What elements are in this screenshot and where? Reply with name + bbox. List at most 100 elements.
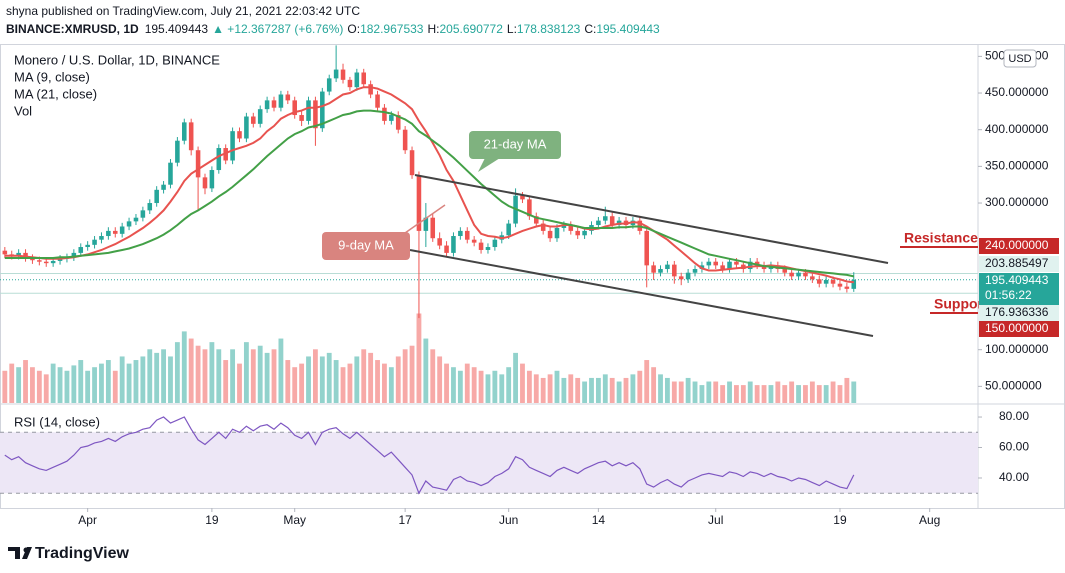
volume-bar — [340, 367, 346, 403]
ohlc-value: 205.690772 — [439, 22, 503, 36]
candle-body — [734, 261, 739, 265]
candle-body — [133, 217, 139, 222]
level-label: Resistance — [904, 230, 978, 246]
volume-bar — [43, 374, 49, 403]
level-label: Support — [934, 296, 988, 312]
countdown: 01:56:22 — [985, 288, 1032, 302]
candle-body — [582, 230, 587, 236]
volume-bar — [388, 367, 394, 403]
candle-body — [540, 223, 546, 231]
candle-body — [782, 269, 788, 273]
candle-body — [810, 276, 815, 280]
candle-body — [823, 280, 829, 284]
ohlc-key: H: — [427, 22, 439, 36]
candle-body — [644, 230, 649, 266]
volume-bar — [50, 363, 56, 403]
candle-body — [430, 217, 436, 239]
candle-body — [161, 184, 166, 190]
candle-body — [609, 216, 615, 226]
candle-body — [2, 250, 8, 255]
volume-bar — [768, 385, 774, 403]
change: ▲ +12.367287 (+6.76%) — [212, 22, 343, 36]
candle-body — [320, 91, 325, 129]
volume-bar — [112, 370, 118, 403]
candle-body — [575, 230, 580, 236]
candle-body — [816, 279, 822, 284]
candle-body — [568, 225, 574, 231]
price-label: 150.000000 — [985, 321, 1049, 335]
candle-body — [92, 239, 97, 245]
volume-bar — [243, 342, 249, 403]
volume-bar — [278, 338, 284, 403]
volume-bar — [589, 377, 594, 403]
candle-body — [692, 269, 698, 273]
volume-bar — [347, 363, 353, 403]
x-tick-label: May — [283, 513, 306, 527]
volume-bar — [644, 360, 650, 403]
candle-body — [471, 239, 477, 243]
volume-bar — [140, 356, 146, 403]
candle-body — [340, 69, 346, 80]
volume-bar — [119, 356, 125, 403]
volume-bar — [444, 363, 449, 403]
x-tick-label: 17 — [398, 513, 412, 527]
candle-body — [195, 150, 201, 178]
volume-bar — [416, 313, 422, 403]
volume-bar — [830, 381, 836, 403]
candle-body — [299, 115, 304, 121]
x-tick-label: Apr — [78, 513, 97, 527]
indicator-label: MA (9, close) — [14, 69, 90, 84]
candle-body — [747, 261, 753, 270]
ohlc-value: 178.838123 — [517, 22, 581, 36]
volume-bar — [92, 367, 97, 403]
volume-bar — [520, 363, 525, 403]
volume-bar — [85, 370, 91, 403]
volume-bar — [809, 381, 815, 403]
y-tick-label: 300.000000 — [985, 195, 1049, 209]
rsi-band — [0, 432, 978, 494]
volume-bar — [740, 385, 746, 403]
volume-bar — [382, 363, 387, 403]
price-label-bg — [979, 305, 1059, 321]
y-tick-label: 100.000000 — [985, 342, 1049, 356]
candle-body — [182, 122, 187, 141]
candle-body — [347, 79, 353, 88]
volume-bar — [209, 342, 215, 403]
volume-bar — [299, 363, 305, 403]
candle-body — [306, 100, 311, 121]
candle-body — [326, 78, 332, 92]
volume-bar — [271, 349, 277, 403]
candle-body — [126, 221, 132, 227]
volume-bar — [375, 360, 380, 403]
volume-bar — [754, 385, 760, 403]
x-tick-label: 14 — [592, 513, 606, 527]
volume-bar — [451, 367, 456, 403]
volume-bar — [313, 349, 318, 403]
volume-bar — [105, 360, 111, 403]
candle-body — [71, 252, 77, 258]
candle-body — [547, 230, 553, 239]
volume-bar — [609, 377, 615, 403]
candle-body — [796, 272, 801, 277]
candle-body — [175, 140, 180, 163]
candle-body — [464, 230, 470, 240]
volume-bar — [692, 381, 698, 403]
footer-logo: TradingView — [8, 545, 130, 562]
price-label-bg — [979, 238, 1059, 254]
volume-bar — [354, 356, 360, 403]
candle-body — [416, 175, 422, 231]
candle-body — [382, 107, 387, 121]
channel-lower — [409, 249, 874, 337]
candle-body — [485, 247, 491, 250]
volume-bar — [402, 349, 408, 403]
volume-bar — [326, 352, 332, 403]
x-tick-label: Jul — [708, 513, 723, 527]
price-label: 203.885497 — [985, 256, 1049, 270]
candle-body — [244, 116, 249, 139]
candle-body — [230, 131, 235, 161]
price-label: 195.409443 — [985, 273, 1049, 287]
volume-bar — [602, 374, 608, 403]
candle-body — [333, 69, 339, 79]
volume-bar — [147, 349, 153, 403]
candle-body — [99, 236, 104, 240]
